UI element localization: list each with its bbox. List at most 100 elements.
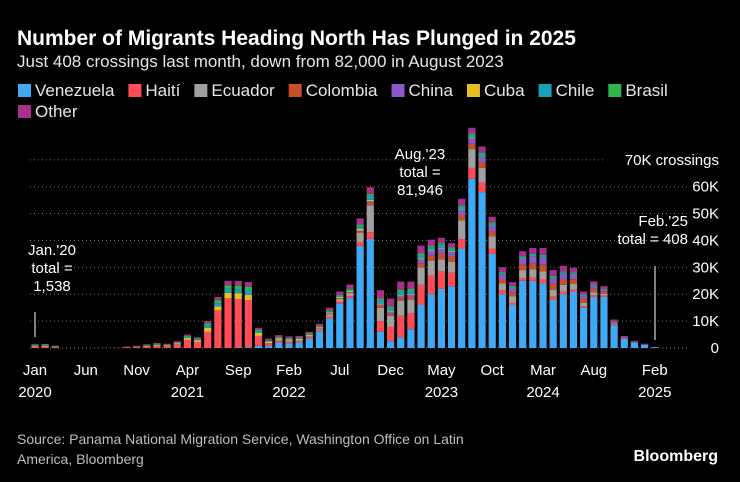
bar-segment — [600, 296, 608, 348]
bar-segment — [346, 289, 354, 292]
annotation: Aug.'23 total = 81,946 — [395, 146, 445, 199]
bar-segment — [356, 228, 364, 231]
bar-segment — [498, 279, 506, 284]
bar-segment — [326, 318, 334, 348]
legend-swatch — [608, 84, 622, 97]
bar-segment — [478, 152, 486, 154]
bar-segment — [305, 333, 313, 335]
legend-label: Brasil — [625, 81, 668, 100]
bar-segment — [539, 283, 547, 348]
bar-segment — [559, 294, 567, 348]
bar-segment — [133, 346, 141, 348]
bar-segment — [600, 291, 608, 294]
bar-segment — [590, 292, 598, 296]
bar-segment — [346, 292, 354, 293]
bar-segment — [508, 286, 517, 289]
bar-segment — [427, 250, 435, 256]
legend-label: Ecuador — [211, 81, 275, 100]
bar-segment — [447, 251, 456, 257]
chart-subtitle: Just 408 crossings last month, down from… — [17, 52, 504, 71]
bar-segment — [529, 256, 537, 264]
bar-segment — [427, 247, 435, 251]
bar-segment — [366, 238, 374, 348]
bar-segment — [41, 346, 49, 348]
bar-segment — [336, 298, 344, 299]
bar-segment — [427, 294, 435, 348]
bar-segment — [468, 127, 476, 134]
bar-segment — [387, 326, 395, 342]
bar-segment — [366, 201, 374, 203]
bar-segment — [346, 284, 354, 289]
bar-segment — [163, 343, 171, 345]
bar-segment — [397, 289, 405, 292]
bar-segment — [447, 243, 456, 248]
bar-segment — [254, 335, 263, 337]
x-tick-label: Jun — [74, 362, 98, 379]
bar-segment — [315, 323, 324, 326]
bar-segment — [285, 336, 293, 339]
bar-segment — [488, 226, 496, 232]
bar-segment — [498, 294, 506, 348]
bar-segment — [610, 321, 618, 323]
bar-segment — [224, 280, 232, 286]
bar-segment — [214, 310, 222, 348]
bar-segment — [366, 202, 374, 206]
bar-segment — [468, 167, 476, 179]
bar-segment — [569, 289, 578, 292]
bar-segment — [376, 321, 385, 332]
bar-segment — [539, 257, 547, 265]
legend-item: Chile — [538, 81, 594, 100]
bar-segment — [610, 325, 618, 348]
bar-segment — [315, 331, 324, 348]
bar-segment — [447, 247, 456, 249]
bar-segment — [254, 336, 263, 346]
bar-segment — [254, 345, 263, 348]
bar-segment — [488, 248, 496, 254]
bar-segment — [651, 347, 659, 348]
bar-segment — [539, 254, 547, 256]
bar-segment — [580, 291, 588, 295]
y-tick-label: 50K — [692, 206, 719, 223]
bar-segment — [143, 345, 151, 347]
y-tick-label: 40K — [692, 232, 719, 249]
bar-segment — [376, 331, 385, 348]
bar-segment — [133, 345, 141, 347]
source-note: Source: Panama National Migration Servic… — [17, 431, 464, 467]
bar-segment — [265, 343, 273, 344]
bar-segment — [234, 285, 242, 290]
bar-segment — [519, 256, 527, 257]
x-tick-label: Dec — [377, 362, 404, 379]
bar-segment — [356, 232, 364, 243]
bar-segment — [468, 143, 476, 150]
bar-segment — [305, 334, 313, 336]
bar-segment — [234, 289, 242, 294]
bar-segment — [620, 338, 628, 348]
bar-segment — [580, 295, 588, 297]
bar-segment — [498, 283, 506, 291]
legend-label: Colombia — [306, 81, 378, 100]
bar-segment — [376, 298, 385, 301]
bar-segment — [447, 261, 456, 273]
bar-segment — [224, 288, 232, 293]
x-tick-label: Oct — [481, 362, 505, 379]
bar-segment — [458, 206, 466, 210]
bar-segment — [244, 282, 252, 287]
bar-segment — [559, 265, 567, 272]
bar-segment — [356, 231, 364, 233]
bar-segment — [447, 250, 456, 252]
bar-segment — [610, 319, 618, 321]
bar-segment — [549, 276, 557, 279]
bar-segment — [559, 279, 567, 285]
bar-segment — [397, 300, 405, 316]
bar-segment — [254, 327, 263, 330]
bar-segment — [458, 214, 466, 221]
y-tick-label: 10K — [692, 313, 719, 330]
bar-segment — [458, 248, 466, 348]
bar-segment — [336, 301, 344, 304]
bar-segment — [193, 337, 202, 339]
legend-item: Ecuador — [194, 81, 275, 100]
bar-segment — [478, 162, 486, 168]
bar-segment — [427, 250, 435, 251]
brand: Bloomberg — [634, 448, 718, 465]
legend-swatch — [288, 84, 302, 97]
